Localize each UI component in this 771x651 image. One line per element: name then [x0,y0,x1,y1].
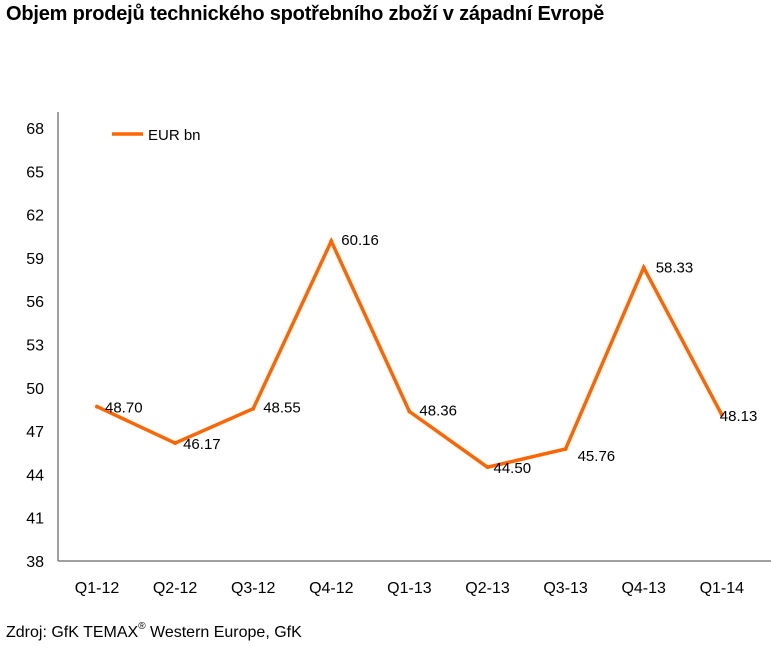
data-label: 45.76 [578,448,616,465]
source-prefix: Zdroj: GfK TEMAX [6,624,139,641]
data-point [563,446,568,451]
x-tick-label: Q4-13 [621,580,666,597]
y-tick-label: 53 [26,338,44,355]
x-tick-label: Q3-12 [231,580,276,597]
x-tick-label: Q4-12 [309,580,354,597]
y-tick-label: 56 [26,294,44,311]
y-tick-label: 41 [26,511,44,528]
data-labels: 48.70 46.17 48.55 60.16 48.36 44.50 45.76 58.33… [105,232,757,477]
y-tick-label: 59 [26,251,44,268]
x-tick-label: Q2-12 [153,580,198,597]
x-tick-label: Q1-14 [700,580,745,597]
x-axis-ticks: Q1-12 Q2-12 Q3-12 Q4-12 Q1-13 Q2-13 Q3-13 Q4-13… [75,580,744,597]
data-label: 48.13 [720,408,758,425]
data-label: 48.55 [263,400,301,417]
x-tick-label: Q2-13 [465,580,510,597]
data-label: 48.36 [419,402,457,419]
x-tick-label: Q1-12 [75,580,120,597]
y-tick-label: 65 [26,164,44,181]
y-tick-label: 38 [26,554,44,571]
data-label: 60.16 [341,232,379,249]
y-tick-label: 50 [26,381,44,398]
series-line-eur-bn [96,237,724,470]
data-point [641,265,646,270]
x-tick-label: Q3-13 [543,580,588,597]
data-point [95,404,99,409]
data-label: 58.33 [656,260,694,277]
legend-label: EUR bn [148,127,201,144]
legend: EUR bn [112,127,201,144]
data-point [329,239,334,244]
data-point [173,441,178,446]
registered-mark: ® [138,621,146,632]
y-tick-label: 62 [26,208,44,225]
data-label: 44.50 [494,460,532,477]
data-point [719,412,724,417]
y-tick-label: 47 [26,424,44,441]
data-point [407,409,412,414]
data-point [485,465,490,470]
y-tick-label: 44 [26,467,44,484]
chart-title: Objem prodejů technického spotřebního zb… [6,3,605,25]
y-tick-label: 68 [26,121,44,138]
source-note: Zdroj: GfK TEMAX® Western Europe, GfK [6,621,302,642]
data-points [95,239,724,470]
data-point [251,406,256,411]
x-tick-label: Q1-13 [387,580,432,597]
source-suffix: Western Europe, GfK [145,624,302,641]
data-label: 48.70 [105,400,143,417]
data-label: 46.17 [183,436,221,453]
y-axis-ticks: 38 41 44 47 50 53 56 59 62 65 68 [26,121,44,571]
